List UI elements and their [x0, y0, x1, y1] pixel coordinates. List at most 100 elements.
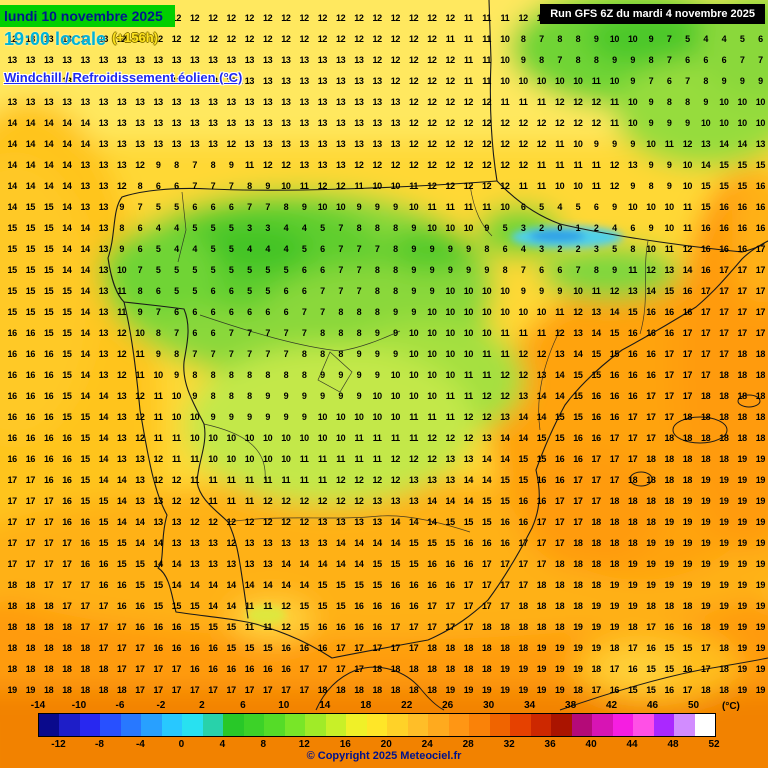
- grid-value: 9: [666, 181, 672, 191]
- grid-value: 18: [737, 433, 748, 443]
- grid-value: 18: [80, 643, 91, 653]
- grid-value: 12: [7, 34, 18, 44]
- grid-value: 10: [609, 34, 620, 44]
- grid-value: 8: [301, 349, 307, 359]
- grid-value: 11: [610, 97, 619, 107]
- grid-value: 18: [701, 622, 711, 632]
- grid-value: 18: [25, 601, 36, 611]
- grid-value: 11: [664, 244, 674, 254]
- grid-value: 11: [117, 307, 126, 317]
- grid-value: 12: [427, 13, 437, 23]
- grid-value: 12: [682, 139, 693, 149]
- grid-value: 12: [354, 34, 364, 44]
- grid-value: 18: [664, 601, 675, 611]
- grid-value: 15: [98, 517, 109, 527]
- grid-value: 18: [628, 517, 638, 527]
- grid-row: 14 14 14 14 14 13 13 13 13 13 13 13 13 13 13 13 13 13 13 13…: [3, 118, 768, 128]
- grid-value: 16: [281, 643, 291, 653]
- grid-value: 3: [539, 244, 544, 254]
- colorbar-tick-label: 20: [380, 739, 392, 750]
- grid-value: 17: [646, 433, 656, 443]
- grid-row: 17 17 17 17 16 15 15 14 14 13 13 13 12 13 13 13 13 13 14 14…: [3, 538, 768, 548]
- grid-value: 8: [228, 391, 234, 401]
- grid-value: 13: [153, 118, 164, 128]
- grid-value: 10: [755, 118, 766, 128]
- grid-value: 10: [646, 244, 656, 254]
- grid-value: 17: [44, 517, 54, 527]
- grid-value: 12: [226, 34, 237, 44]
- grid-value: 16: [80, 538, 91, 548]
- grid-value: 14: [536, 412, 547, 422]
- grid-value: 16: [664, 307, 675, 317]
- grid-value: 19: [682, 517, 693, 527]
- grid-value: 7: [338, 223, 343, 233]
- grid-value: 19: [609, 580, 620, 590]
- grid-value: 19: [664, 559, 675, 569]
- grid-value: 18: [372, 664, 383, 674]
- grid-value: 7: [557, 55, 562, 65]
- grid-value: 10: [445, 349, 456, 359]
- grid-value: 18: [719, 370, 729, 380]
- grid-value: 17: [62, 601, 72, 611]
- grid-value: 15: [737, 181, 748, 191]
- colorbar-segment: [448, 714, 470, 736]
- grid-value: 18: [682, 475, 693, 485]
- grid-value: 15: [737, 160, 748, 170]
- grid-value: 15: [62, 370, 72, 380]
- grid-value: 16: [25, 328, 36, 338]
- grid-value: 9: [320, 391, 325, 401]
- grid-value: 18: [463, 664, 474, 674]
- grid-value: 16: [117, 601, 127, 611]
- grid-value: 14: [117, 475, 127, 485]
- grid-value: 17: [701, 370, 711, 380]
- grid-value: 8: [520, 34, 526, 44]
- colorbar-tick-label: 30: [483, 700, 495, 711]
- grid-row: 17 17 17 16 15 15 14 13 13 12 12 11 11 11 12 12 12 12 12 12…: [3, 496, 768, 506]
- grid-value: 8: [210, 160, 216, 170]
- grid-value: 12: [591, 118, 602, 128]
- grid-value: 16: [646, 349, 656, 359]
- grid-value: 11: [537, 181, 546, 191]
- grid-value: 16: [317, 643, 328, 653]
- grid-value: 13: [281, 538, 291, 548]
- grid-value: 11: [299, 454, 309, 464]
- grid-value: 18: [573, 685, 583, 695]
- grid-value: 18: [701, 433, 711, 443]
- grid-value: 9: [612, 202, 617, 212]
- grid-value: 16: [25, 412, 36, 422]
- grid-value: 9: [612, 265, 617, 275]
- grid-value: 17: [737, 286, 748, 296]
- grid-value: 16: [190, 643, 200, 653]
- grid-value: 11: [208, 475, 218, 485]
- grid-value: 12: [445, 433, 456, 443]
- grid-value: 17: [427, 622, 437, 632]
- grid-value: 13: [500, 412, 510, 422]
- grid-value: 8: [265, 370, 270, 380]
- grid-value: 14: [44, 139, 54, 149]
- grid-value: 11: [482, 370, 491, 380]
- grid-row: 19 19 18 18 18 18 18 17 17 17 17 17 17 17 17 17 17 18 18 18…: [3, 685, 768, 695]
- colorbar-segment: [387, 714, 408, 736]
- grid-value: 16: [609, 685, 620, 695]
- grid-value: 10: [445, 370, 456, 380]
- grid-row: 15 15 15 15 14 13 11 8 6 5 5 6 6 5 5 6 6 7 7 7 8 8 9 9 10 10 10 10 9…: [3, 286, 768, 296]
- grid-value: 15: [62, 328, 72, 338]
- grid-value: 12: [409, 76, 419, 86]
- grid-value: 12: [117, 328, 127, 338]
- grid-value: 5: [228, 265, 234, 275]
- grid-value: 8: [685, 97, 690, 107]
- grid-value: 11: [318, 475, 327, 485]
- colorbar-segment: [182, 714, 203, 736]
- grid-value: 14: [518, 412, 529, 422]
- grid-value: 13: [354, 76, 364, 86]
- grid-value: 9: [301, 202, 307, 212]
- grid-value: 12: [500, 370, 510, 380]
- grid-value: 18: [664, 496, 675, 506]
- grid-value: 4: [174, 223, 179, 233]
- grid-value: 17: [171, 685, 182, 695]
- grid-value: 14: [463, 475, 474, 485]
- grid-value: 13: [117, 139, 127, 149]
- grid-value: 8: [247, 181, 252, 191]
- colorbar-segment: [305, 714, 326, 736]
